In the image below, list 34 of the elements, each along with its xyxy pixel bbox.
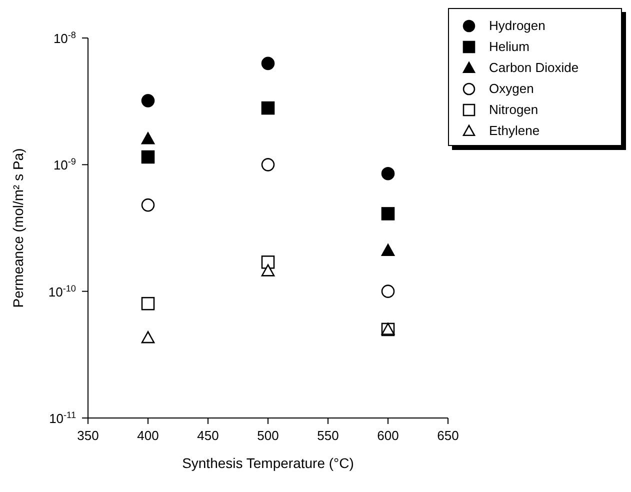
y-tick-label: 10$^{-10}$: [48, 283, 76, 300]
legend-label: Oxygen: [489, 81, 534, 96]
legend-label: Hydrogen: [489, 18, 546, 33]
x-axis-title: Synthesis Temperature (°C): [182, 455, 354, 471]
x-tick-label: 400: [137, 428, 159, 443]
point: [141, 331, 155, 344]
legend-label: Helium: [489, 39, 530, 54]
point: [141, 198, 155, 212]
point: [381, 166, 395, 180]
point: [141, 132, 155, 144]
point: [261, 255, 275, 269]
y-tick-label: 10$^{-11}$: [49, 410, 76, 426]
point: [141, 150, 155, 164]
y-tick-label: 10$^{-8}$: [53, 30, 76, 46]
x-tick-label: 350: [77, 428, 99, 443]
y-tick-label: 10$^{-9}$: [53, 156, 76, 173]
point: [261, 56, 275, 70]
point: [141, 94, 155, 108]
legend-label: Nitrogen: [489, 102, 538, 117]
point: [381, 284, 395, 298]
point: [261, 264, 275, 276]
point: [141, 296, 155, 310]
x-tick-label: 550: [317, 428, 339, 443]
x-tick-label: 450: [197, 428, 219, 443]
x-tick-label: 600: [377, 428, 399, 443]
y-axis-title: Permeance (mol/m² s Pa): [10, 148, 26, 308]
legend-label: Ethylene: [489, 123, 540, 138]
legend-label: Carbon Dioxide: [489, 60, 579, 75]
point: [261, 101, 275, 115]
point: [381, 207, 395, 220]
x-tick-label: 650: [437, 428, 459, 443]
point: [261, 158, 275, 172]
point: [381, 244, 395, 256]
x-tick-label: 500: [257, 428, 279, 443]
